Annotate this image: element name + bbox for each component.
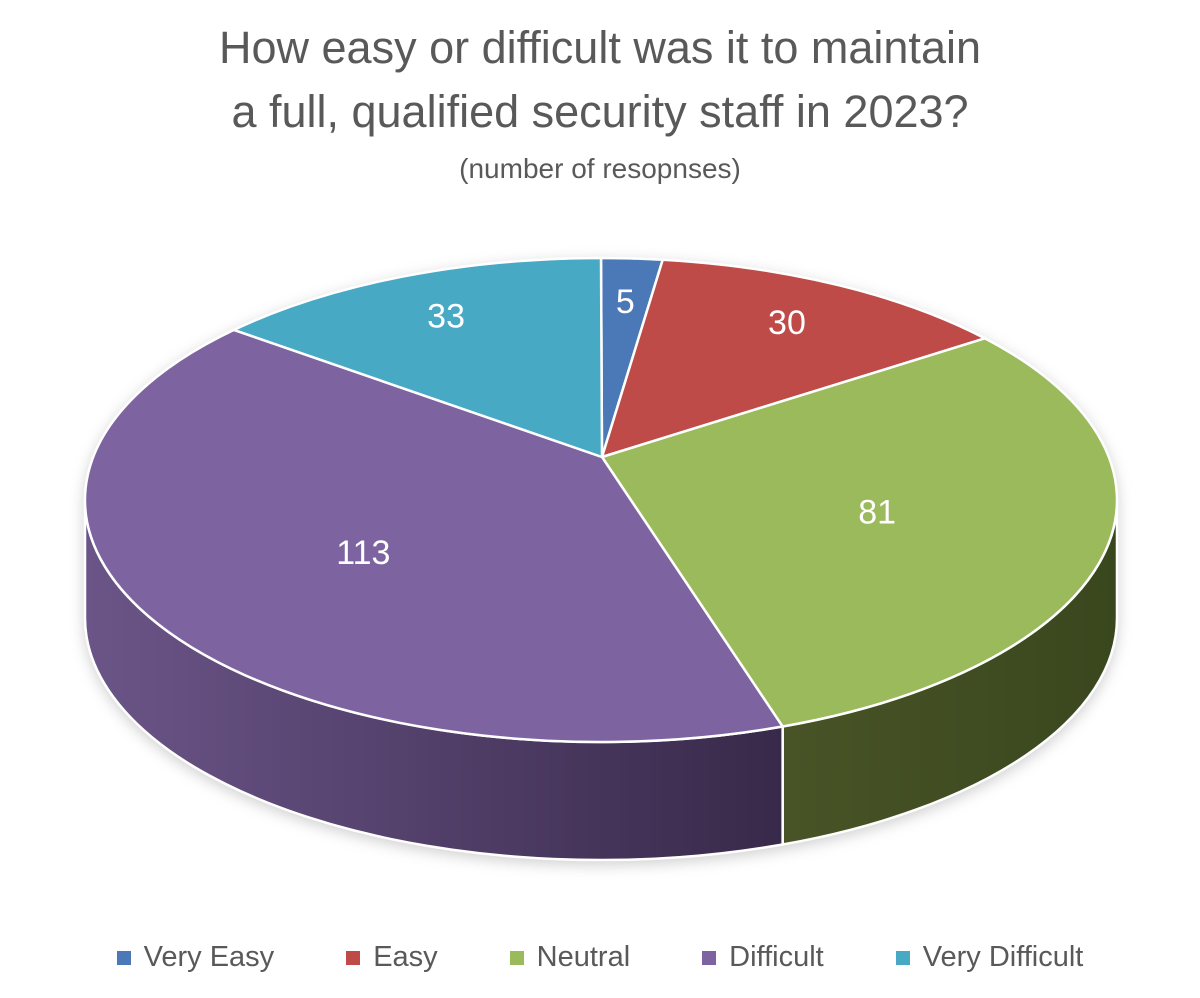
pie-slice-neutral xyxy=(600,337,1119,728)
chart-title-line-2: a full, qualified security staff in 2023… xyxy=(231,86,969,137)
legend-swatch-icon xyxy=(895,950,910,965)
data-label-difficult: 113 xyxy=(336,534,390,572)
legend-item-difficult: Difficult xyxy=(702,941,824,974)
data-label-very-difficult: 33 xyxy=(427,297,465,335)
chart-title-line-1: How easy or difficult was it to maintain xyxy=(219,22,981,73)
pie-slice-difficult xyxy=(83,328,784,744)
pie-slice-very-difficult xyxy=(232,256,604,459)
legend-swatch-icon xyxy=(116,950,131,965)
legend-label: Easy xyxy=(373,941,438,973)
legend-item-easy: Easy xyxy=(346,941,438,974)
legend-item-neutral: Neutral xyxy=(509,941,631,974)
pie-slice-easy xyxy=(600,258,987,459)
data-label-very-easy: 5 xyxy=(616,283,635,321)
legend-swatch-icon xyxy=(702,950,717,965)
chart-title-block: How easy or difficult was it to maintain… xyxy=(0,16,1200,186)
legend-label: Difficult xyxy=(729,941,824,973)
legend-label: Very Difficult xyxy=(922,941,1084,973)
legend-label: Neutral xyxy=(536,941,631,973)
chart-subtitle: (number of resopnses) xyxy=(459,153,741,184)
legend-item-very-easy: Very Easy xyxy=(116,941,275,974)
data-label-easy: 30 xyxy=(768,304,806,342)
legend: Very Easy Easy Neutral Difficult Very Diffic… xyxy=(0,941,1200,974)
legend-item-very-difficult: Very Difficult xyxy=(895,941,1084,974)
legend-swatch-icon xyxy=(346,950,361,965)
data-label-neutral: 81 xyxy=(858,493,896,531)
legend-label: Very Easy xyxy=(143,941,275,973)
legend-swatch-icon xyxy=(509,950,524,965)
